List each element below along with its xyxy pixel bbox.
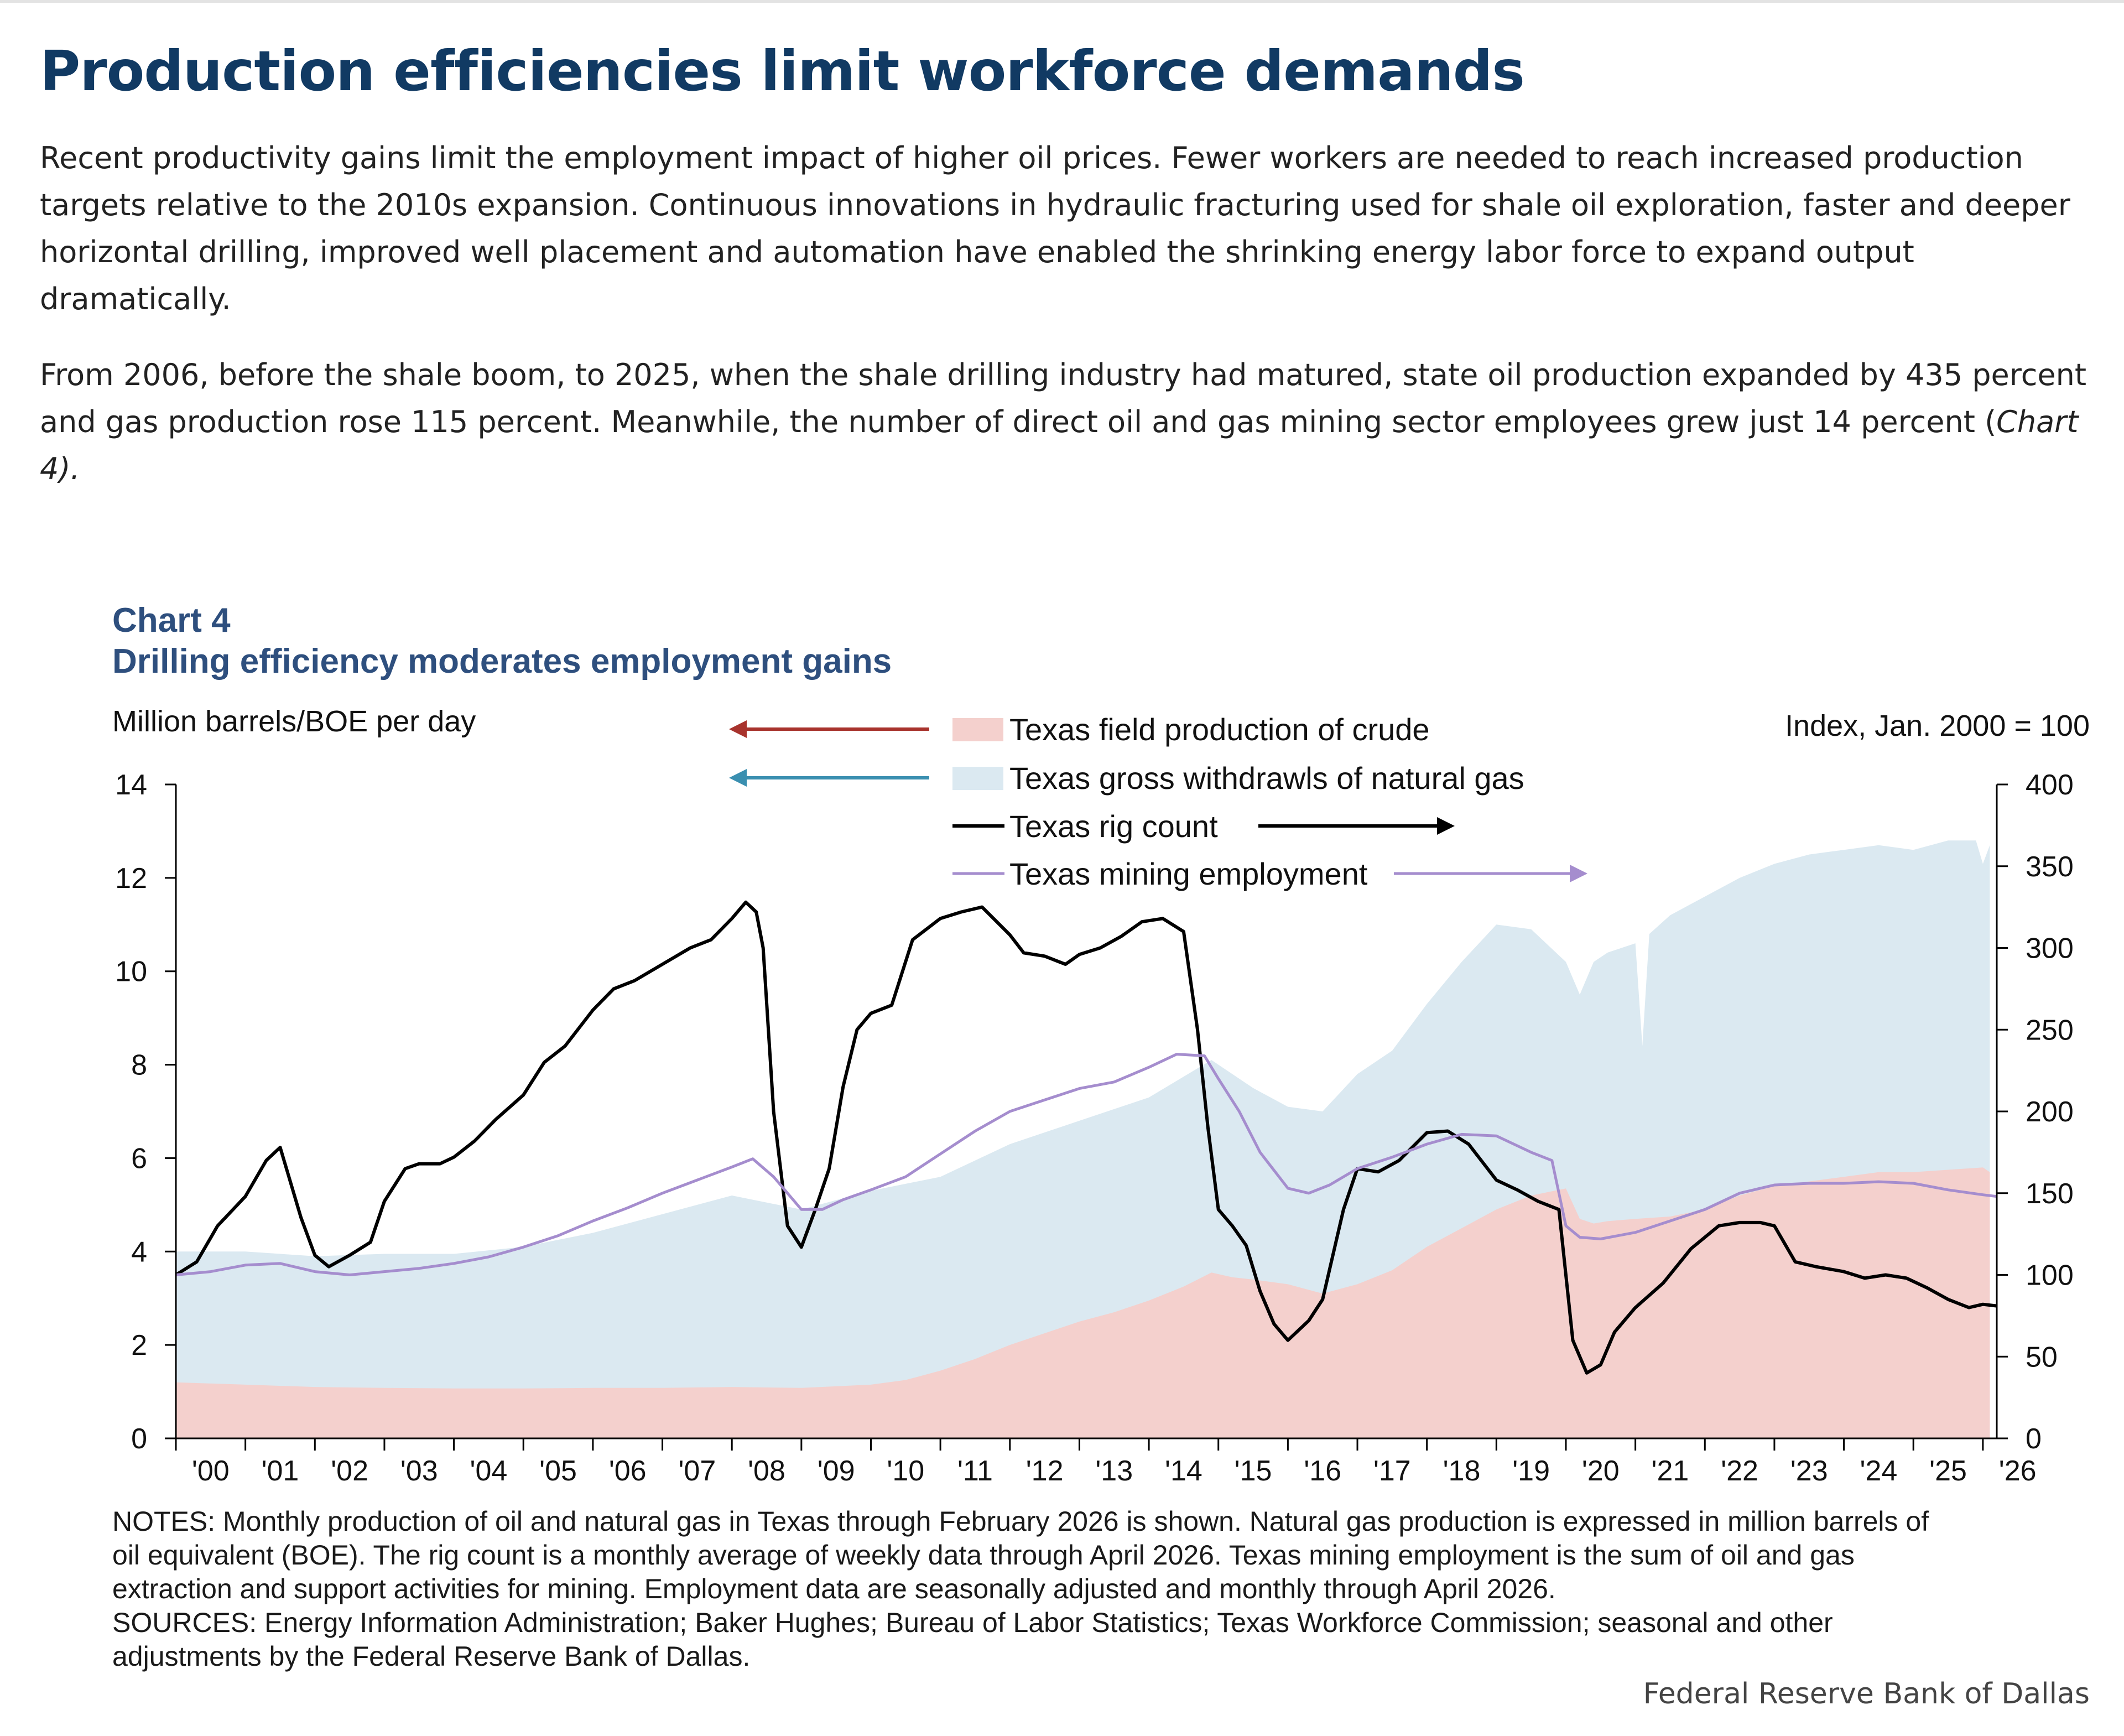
x-tick-label: '14 — [1165, 1455, 1202, 1487]
legend-employment-label: Texas mining employment — [1009, 856, 1368, 891]
right-axis-title: Index, Jan. 2000 = 100 — [1785, 709, 2090, 742]
left-axis-title: Million barrels/BOE per day — [112, 705, 476, 738]
x-tick-label: '11 — [957, 1455, 993, 1487]
right-y-tick-label: 100 — [2026, 1260, 2074, 1292]
paragraph-text: and gas production rose 115 percent. Mea… — [40, 404, 1997, 439]
area-series-group — [176, 840, 1990, 1438]
paragraph-line: and gas production rose 115 percent. Mea… — [40, 398, 2124, 445]
paragraph-line: dramatically. — [40, 282, 231, 316]
sources-line: adjustments by the Federal Reserve Bank … — [112, 1641, 751, 1672]
legend-gas-swatch — [952, 767, 1003, 790]
left-y-tick-label: 10 — [115, 956, 147, 988]
x-tick-label: '16 — [1304, 1455, 1341, 1487]
x-tick-label: '19 — [1512, 1455, 1550, 1487]
x-tick-label: '00 — [192, 1455, 230, 1487]
x-tick-label: '15 — [1235, 1455, 1272, 1487]
chart-subtitle: Drilling efficiency moderates employment… — [112, 642, 892, 680]
x-tick-label: '22 — [1721, 1455, 1758, 1487]
right-y-tick-label: 250 — [2026, 1014, 2074, 1046]
right-y-tick-label: 400 — [2026, 769, 2074, 801]
legend-group: Texas field production of crude Texas gro… — [729, 712, 1587, 891]
legend-crude-label: Texas field production of crude — [1009, 712, 1430, 747]
top-divider — [0, 0, 2124, 3]
legend-gas-arrow-head — [729, 769, 747, 787]
legend-employment-arrow-head — [1570, 865, 1587, 882]
left-y-tick-label: 6 — [131, 1142, 147, 1174]
paragraph-line: targets relative to the 2010s expansion.… — [40, 188, 2070, 222]
crude-production-area — [176, 1167, 1990, 1438]
legend-crude-arrow-head — [729, 720, 747, 738]
chart-title: Chart 4 — [112, 601, 231, 640]
left-y-tick-label: 0 — [131, 1423, 147, 1455]
rig-count-line — [175, 900, 1997, 1375]
left-y-tick-label: 8 — [131, 1049, 147, 1082]
x-tick-label: '04 — [470, 1455, 508, 1487]
chart-svg: Chart 4 Drilling efficiency moderates em… — [112, 601, 2090, 1487]
notes-line: NOTES: Monthly production of oil and nat… — [112, 1506, 1929, 1537]
chart-container: Chart 4 Drilling efficiency moderates em… — [0, 586, 2124, 1733]
credit-text: Federal Reserve Bank of Dallas — [1643, 1677, 2090, 1711]
left-y-tick-label: 4 — [131, 1236, 147, 1268]
x-tick-label: '02 — [331, 1455, 368, 1487]
legend-rig-arrow-head — [1437, 817, 1455, 835]
x-tick-label: '05 — [539, 1455, 577, 1487]
x-tick-label: '17 — [1373, 1455, 1411, 1487]
article-paragraph-1: Recent productivity gains limit the empl… — [40, 134, 2124, 323]
x-tick-label: '08 — [748, 1455, 785, 1487]
legend-crude-swatch — [952, 718, 1003, 741]
x-tick-label: '21 — [1652, 1455, 1689, 1487]
x-tick-label: '24 — [1860, 1455, 1898, 1487]
right-y-tick-label: 50 — [2026, 1341, 2058, 1373]
left-y-tick-label: 14 — [115, 769, 147, 801]
x-tick-label: '13 — [1095, 1455, 1133, 1487]
x-tick-label: '26 — [1999, 1455, 2037, 1487]
chart-notes: NOTES: Monthly production of oil and nat… — [112, 1505, 2104, 1673]
article-paragraph-2: From 2006, before the shale boom, to 202… — [40, 351, 2124, 492]
axes-group: 0 2 4 6 8 10 12 14 0 50 100 150 200 250 300 350 400 '00 '0… — [115, 769, 2074, 1487]
left-y-tick-label: 12 — [115, 862, 147, 895]
right-y-tick-label: 200 — [2026, 1096, 2074, 1128]
paragraph-line: From 2006, before the shale boom, to 202… — [40, 357, 2087, 392]
right-y-tick-label: 150 — [2026, 1178, 2074, 1210]
sources-line: SOURCES: Energy Information Administrati… — [112, 1607, 1833, 1638]
line-series-group — [175, 900, 1997, 1375]
x-tick-label: '18 — [1443, 1455, 1481, 1487]
chart-reference-number: 4). — [40, 451, 80, 486]
x-tick-label: '10 — [887, 1455, 924, 1487]
x-tick-label: '09 — [818, 1455, 855, 1487]
legend-rig-label: Texas rig count — [1009, 809, 1218, 844]
paragraph-line: horizontal drilling, improved well place… — [40, 235, 1914, 269]
right-y-tick-label: 300 — [2026, 933, 2074, 965]
right-y-tick-label: 350 — [2026, 851, 2074, 883]
x-tick-label: '01 — [262, 1455, 299, 1487]
x-tick-label: '23 — [1790, 1455, 1828, 1487]
x-tick-label: '20 — [1582, 1455, 1620, 1487]
x-tick-label: '03 — [400, 1455, 438, 1487]
left-y-tick-label: 2 — [131, 1329, 147, 1361]
notes-line: extraction and support activities for mi… — [112, 1573, 1556, 1604]
x-tick-label: '12 — [1026, 1455, 1064, 1487]
right-y-tick-label: 0 — [2026, 1423, 2042, 1455]
x-tick-label: '25 — [1929, 1455, 1967, 1487]
chart-reference-link[interactable]: Chart — [1996, 404, 2079, 439]
paragraph-line: Recent productivity gains limit the empl… — [40, 141, 2023, 175]
article-headline: Production efficiencies limit workforce … — [40, 39, 1525, 103]
notes-line: oil equivalent (BOE). The rig count is a… — [112, 1540, 1855, 1571]
paragraph-line: 4). — [40, 445, 2124, 492]
x-tick-label: '07 — [678, 1455, 716, 1487]
mining-employment-line — [175, 1053, 1997, 1276]
legend-gas-label: Texas gross withdrawls of natural gas — [1009, 761, 1524, 796]
x-tick-label: '06 — [609, 1455, 647, 1487]
